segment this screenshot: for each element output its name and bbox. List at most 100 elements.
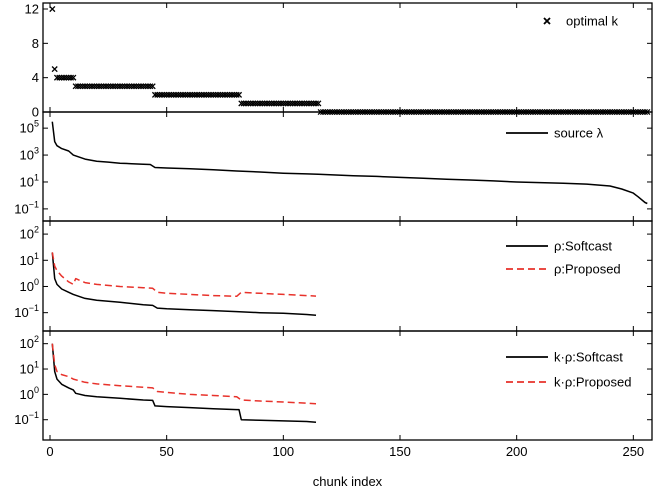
data-point — [77, 83, 84, 90]
data-point — [114, 83, 121, 90]
data-point — [259, 100, 266, 107]
y-tick-label: 12 — [25, 2, 39, 17]
data-point — [305, 100, 313, 107]
panel-frame — [42, 2, 653, 113]
data-point — [214, 91, 222, 98]
data-point — [231, 91, 238, 98]
data-point — [182, 91, 189, 98]
y-tick-label: 10−1 — [14, 199, 39, 216]
data-point — [235, 91, 243, 98]
data-point — [133, 83, 140, 90]
data-point — [51, 66, 58, 73]
data-point — [72, 83, 79, 90]
y-tick-label: 4 — [32, 70, 39, 85]
data-point — [130, 83, 138, 90]
data-point — [242, 100, 250, 107]
data-point — [58, 74, 65, 81]
tick-base: 10 — [20, 174, 34, 189]
tick-exponent: 1 — [34, 251, 39, 261]
data-point — [158, 91, 166, 98]
y-tick-label: 100 — [20, 277, 39, 294]
x-tick-label: 250 — [622, 444, 644, 459]
y-tick-label: 105 — [20, 119, 39, 136]
legend-label: optimal k — [566, 14, 619, 29]
y-tick-label: 101 — [20, 172, 39, 189]
data-point — [238, 100, 245, 107]
data-point — [119, 83, 126, 90]
data-point — [312, 100, 320, 107]
data-point — [266, 100, 273, 107]
data-point — [151, 91, 159, 98]
data-point — [88, 83, 96, 90]
data-point — [247, 100, 254, 107]
data-point — [95, 83, 103, 90]
data-point — [189, 91, 196, 98]
data-point — [308, 100, 315, 107]
data-point — [172, 91, 180, 98]
data-point — [273, 100, 280, 107]
data-point — [79, 83, 86, 90]
tick-exponent: 0 — [34, 385, 39, 395]
data-point — [98, 83, 105, 90]
data-point — [135, 83, 142, 90]
tick-base: 10 — [20, 387, 34, 402]
data-point — [163, 91, 170, 98]
data-point — [203, 91, 210, 98]
tick-exponent: 0 — [34, 277, 39, 287]
tick-base: 10 — [20, 253, 34, 268]
tick-base: 10 — [20, 121, 34, 136]
data-point — [175, 91, 182, 98]
tick-exponent: 1 — [34, 360, 39, 370]
data-point — [102, 83, 110, 90]
y-tick-label: 102 — [20, 334, 39, 351]
tick-base: 10 — [20, 362, 34, 377]
tick-base: 10 — [20, 336, 34, 351]
series-line — [51, 121, 648, 205]
data-point — [81, 83, 89, 90]
data-point — [140, 83, 147, 90]
data-point — [109, 83, 117, 90]
x-tick-label: 0 — [46, 444, 53, 459]
tick-exponent: 5 — [34, 119, 39, 129]
data-point — [168, 91, 175, 98]
x-axis-label: chunk index — [313, 474, 383, 489]
data-point — [221, 91, 229, 98]
data-point — [126, 83, 133, 90]
y-tick-label: 0 — [32, 105, 39, 120]
data-point — [217, 91, 224, 98]
data-point — [154, 91, 161, 98]
data-point — [56, 74, 63, 81]
data-point — [198, 91, 205, 98]
data-point — [65, 74, 72, 81]
y-tick-label: 103 — [20, 146, 39, 163]
series-line — [51, 252, 317, 298]
tick-exponent: −1 — [29, 410, 39, 420]
data-point — [291, 100, 299, 107]
x-tick-label: 200 — [506, 444, 528, 459]
data-point — [252, 100, 259, 107]
data-point — [144, 83, 152, 90]
data-point — [193, 91, 201, 98]
data-point — [275, 100, 282, 107]
data-point — [268, 100, 275, 107]
data-point — [142, 83, 149, 90]
data-point — [249, 100, 257, 107]
tick-exponent: 1 — [34, 172, 39, 182]
x-tick-label: 50 — [159, 444, 173, 459]
data-point — [224, 91, 231, 98]
data-point — [210, 91, 217, 98]
data-point — [263, 100, 271, 107]
data-point — [280, 100, 287, 107]
tick-exponent: 3 — [34, 146, 39, 156]
legend-marker — [543, 17, 551, 25]
series-line — [51, 343, 317, 405]
data-point — [53, 74, 61, 81]
y-tick-label: 10−1 — [14, 303, 39, 320]
data-point — [294, 100, 301, 107]
data-point — [228, 91, 236, 98]
data-point — [270, 100, 278, 107]
data-point — [315, 100, 322, 107]
